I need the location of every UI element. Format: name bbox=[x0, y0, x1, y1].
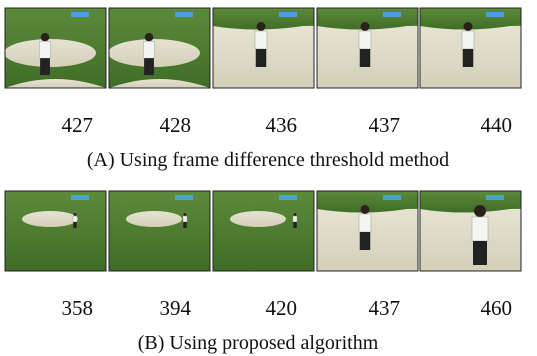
logo bbox=[175, 12, 193, 17]
thumbnail bbox=[317, 8, 418, 88]
logo bbox=[486, 195, 504, 200]
player-head bbox=[464, 22, 473, 31]
thumbnail bbox=[108, 8, 210, 88]
logo bbox=[383, 195, 401, 200]
player-body bbox=[359, 31, 371, 49]
player-head bbox=[361, 22, 370, 31]
bunker bbox=[126, 211, 182, 227]
player-legs bbox=[463, 49, 474, 67]
frame-number: 428 bbox=[160, 113, 192, 137]
bunker bbox=[420, 209, 521, 271]
frame-bg bbox=[109, 191, 210, 271]
logo bbox=[486, 12, 504, 17]
frame-number: 358 bbox=[62, 296, 94, 320]
player-body bbox=[183, 216, 187, 222]
player-body bbox=[472, 217, 488, 241]
frame-number: 437 bbox=[369, 296, 401, 320]
thumbnail bbox=[4, 8, 106, 88]
player-legs bbox=[144, 58, 154, 75]
player-body bbox=[73, 216, 77, 222]
bunker bbox=[22, 211, 78, 227]
logo bbox=[71, 195, 89, 200]
player-legs bbox=[40, 58, 50, 75]
thumbnail bbox=[109, 191, 210, 271]
thumbnail bbox=[420, 191, 521, 271]
logo bbox=[383, 12, 401, 17]
player-legs bbox=[183, 222, 187, 228]
thumbnail bbox=[213, 191, 314, 271]
frame-number: 436 bbox=[266, 113, 298, 137]
grass-edge bbox=[420, 191, 521, 213]
figure: (A) Using frame difference threshold met… bbox=[0, 0, 537, 356]
player-head bbox=[361, 205, 370, 214]
player-body bbox=[293, 216, 297, 222]
thumbnail bbox=[213, 8, 314, 88]
player-head bbox=[41, 33, 49, 41]
frame-number: 460 bbox=[481, 296, 513, 320]
player-legs bbox=[473, 241, 487, 265]
player-legs bbox=[256, 49, 267, 67]
caption: (B) Using proposed algorithm bbox=[138, 332, 379, 354]
player-body bbox=[462, 31, 474, 49]
frame-number: 440 bbox=[481, 113, 513, 137]
player-head bbox=[474, 205, 486, 217]
frame-bg bbox=[5, 191, 106, 271]
player-legs bbox=[360, 49, 371, 67]
player-legs bbox=[360, 232, 371, 250]
player-head bbox=[145, 33, 153, 41]
bunker bbox=[230, 211, 286, 227]
player-head bbox=[184, 213, 187, 216]
caption: (A) Using frame difference threshold met… bbox=[87, 149, 449, 171]
player-body bbox=[143, 41, 154, 58]
frame-number: 427 bbox=[62, 113, 94, 137]
thumbnail bbox=[317, 191, 418, 271]
player-head bbox=[294, 213, 297, 216]
logo bbox=[175, 195, 193, 200]
player-legs bbox=[73, 222, 77, 228]
frame-number: 437 bbox=[369, 113, 401, 137]
player-body bbox=[39, 41, 50, 58]
player-body bbox=[255, 31, 267, 49]
logo bbox=[71, 12, 89, 17]
player-head bbox=[74, 213, 77, 216]
player-body bbox=[359, 214, 371, 232]
player-legs bbox=[293, 222, 297, 228]
frame-number: 394 bbox=[160, 296, 192, 320]
player-head bbox=[257, 22, 266, 31]
frame-number: 420 bbox=[266, 296, 298, 320]
frame-bg bbox=[213, 191, 314, 271]
thumbnail bbox=[420, 8, 521, 88]
thumbnail bbox=[5, 191, 106, 271]
logo bbox=[279, 12, 297, 17]
logo bbox=[279, 195, 297, 200]
